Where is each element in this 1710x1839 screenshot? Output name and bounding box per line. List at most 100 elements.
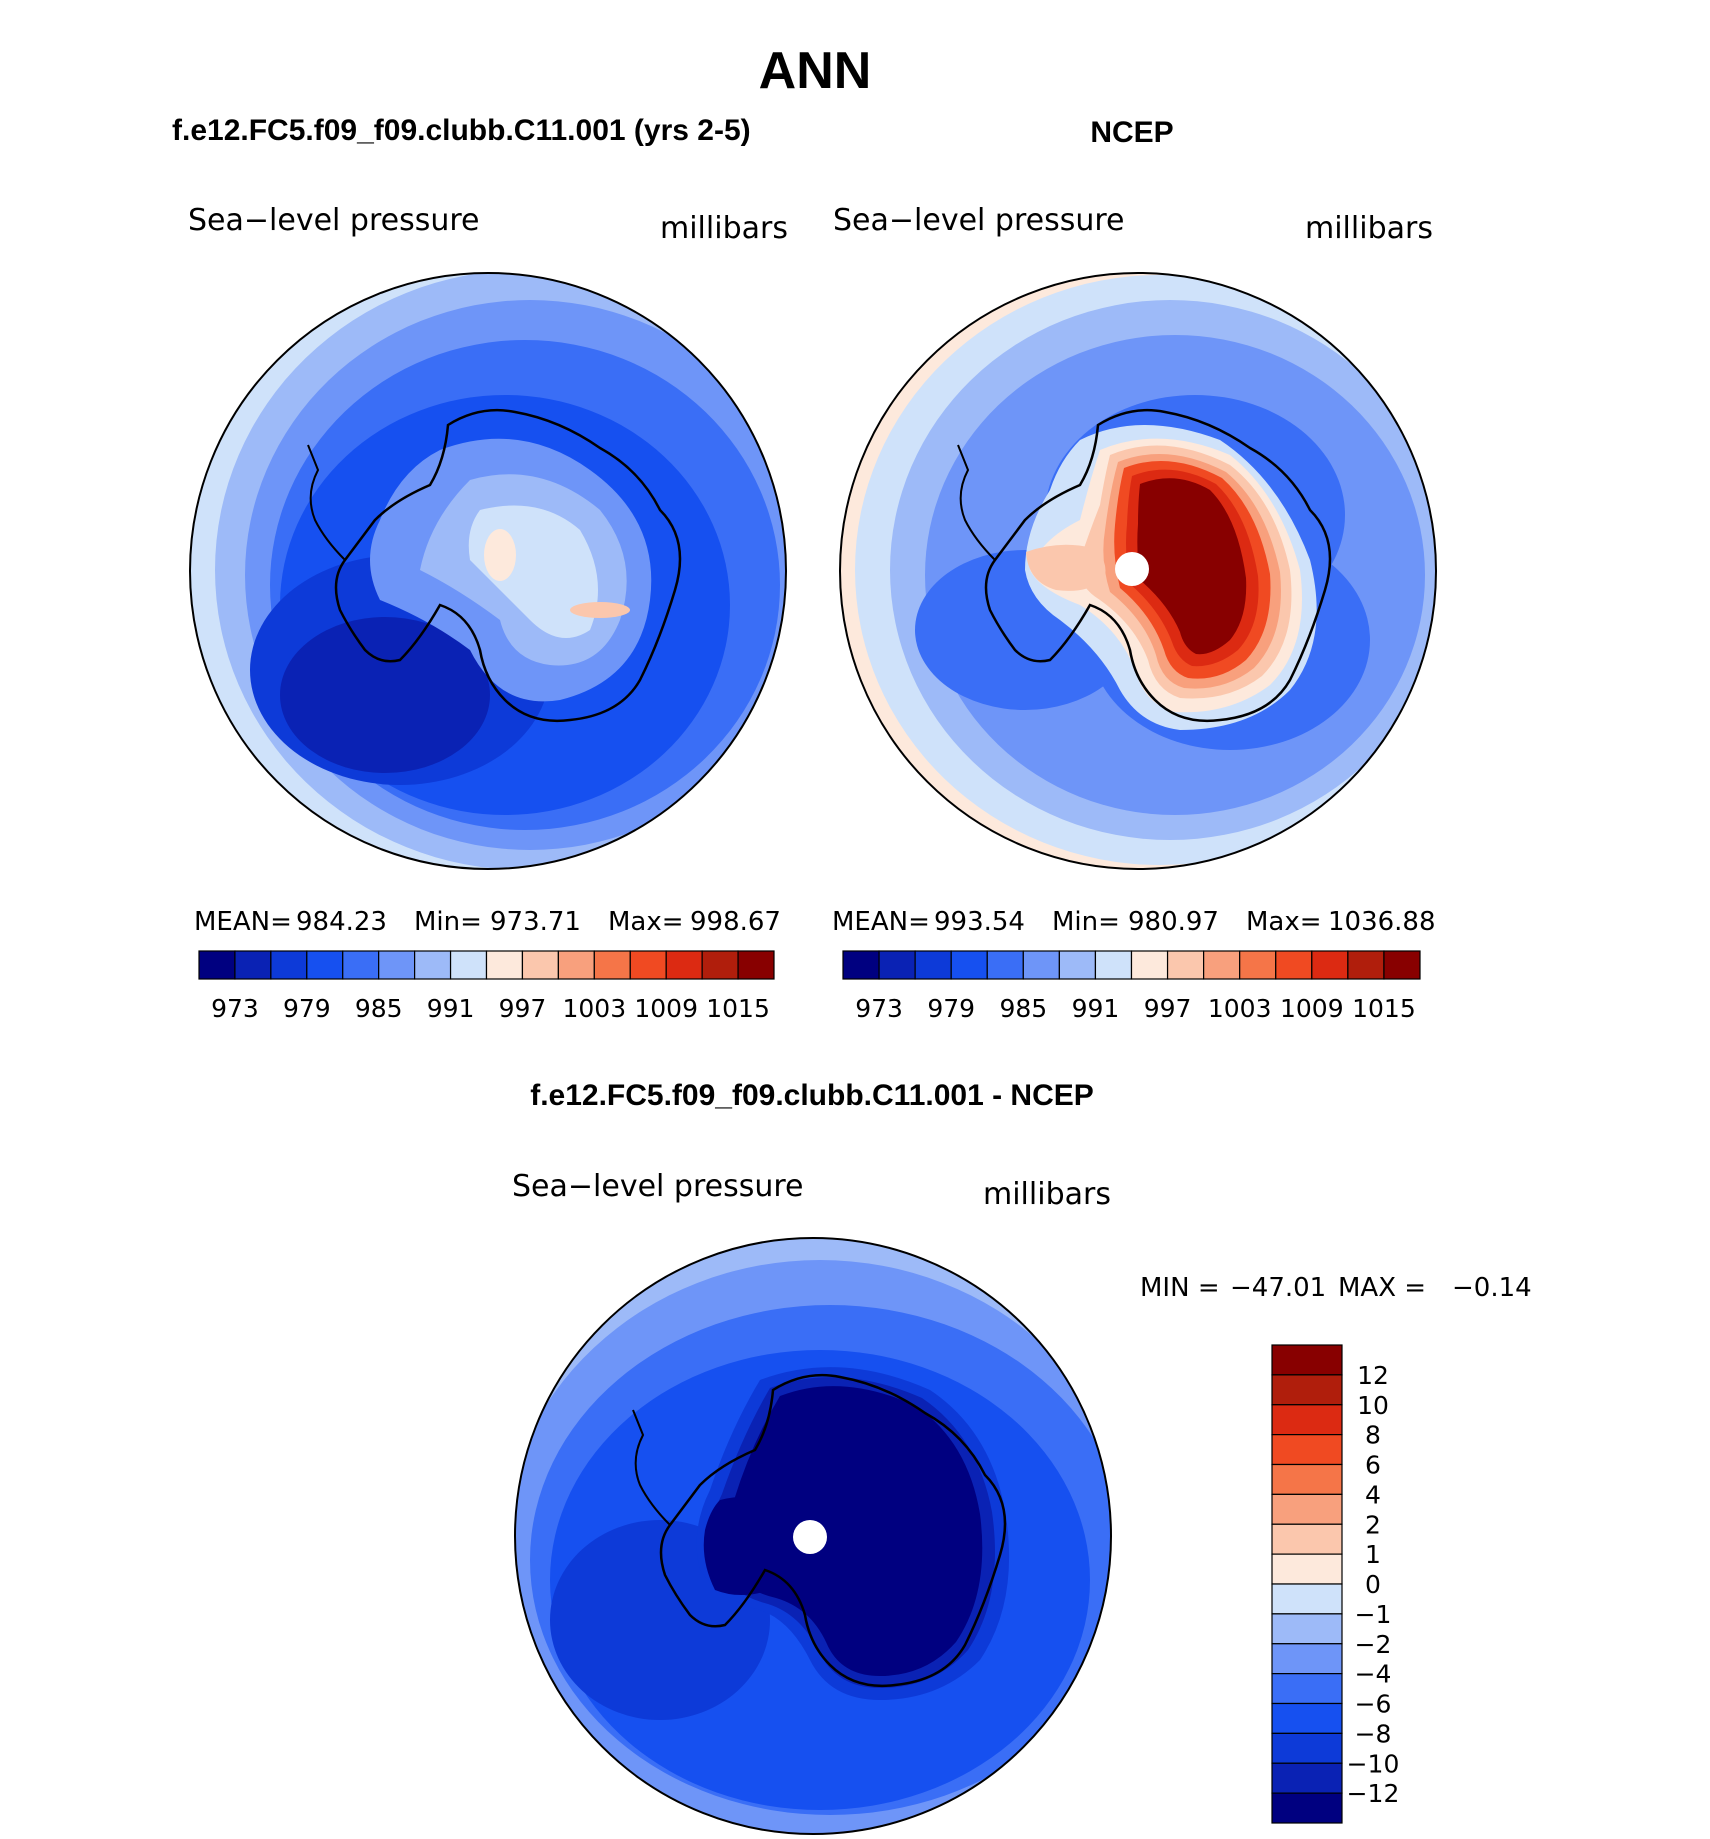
diff-map-border [514,1237,1112,1835]
colorbar-tick-label: 985 [355,994,403,1023]
model-field-high-2 [570,602,630,618]
colorbar-swatch [1271,1404,1343,1436]
colorbar-swatch [1271,1732,1343,1764]
diff-field-low-core-ext [703,1496,793,1595]
colorbar-tick-label: 12 [1357,1361,1389,1390]
colorbar-tick-label: 997 [499,994,547,1023]
model-max-value: 998.67 [690,907,781,937]
colorbar-tick-label: 985 [999,994,1047,1023]
colorbar-tick-label: 10 [1357,1391,1389,1420]
colorbar-swatch [1271,1493,1343,1525]
colorbar-swatch [1271,1463,1343,1495]
model-coastline [334,408,682,722]
colorbar-swatch [1275,950,1313,980]
model-mean-value: 984.23 [296,907,387,937]
diff-coastline [659,1373,1007,1687]
panel-obs-map [840,273,1436,869]
model-peninsula [307,444,346,561]
obs-map-border [839,272,1437,870]
panel-diff-title: f.e12.FC5.f09_f09.clubb.C11.001 - NCEP [530,1079,1094,1112]
colorbar-swatch [986,950,1024,980]
colorbar-swatch [1271,1344,1343,1376]
colorbar-swatch [1130,950,1169,980]
obs-colorbar-labels: 973 979 985 991 997 1003 1009 1015 [855,994,1416,1023]
panel-obs-title: NCEP [1090,116,1173,149]
colorbar-swatch [1311,950,1349,980]
model-min-value: 973.71 [490,907,581,937]
panel-model: f.e12.FC5.f09_f09.clubb.C11.001 (yrs 2-5… [172,114,788,1023]
colorbar-swatch [414,950,452,980]
colorbar-swatch [449,950,488,980]
colorbar-tick-label: 991 [427,994,475,1023]
colorbar-swatch [198,950,236,980]
colorbar-swatch [1058,950,1097,980]
colorbar-swatch [1271,1643,1343,1675]
diff-max-value: −0.14 [1452,1273,1532,1303]
colorbar-swatch [521,950,559,980]
colorbar-swatch [485,950,524,980]
panel-model-map [190,273,786,869]
model-field-low-2 [280,617,490,773]
diff-colorbar [1271,1344,1343,1824]
colorbar-tick-label: 0 [1365,1570,1381,1599]
colorbar-swatch [1271,1673,1343,1705]
page-title: ANN [759,42,872,100]
obs-max-value: 1036.88 [1328,907,1436,937]
model-map-border [189,272,787,870]
colorbar-tick-label: 973 [211,994,259,1023]
colorbar-swatch [1271,1553,1343,1585]
colorbar-swatch [1271,1523,1343,1555]
obs-peninsula [957,444,996,561]
colorbar-tick-label: 6 [1365,1451,1381,1480]
colorbar-tick-label: 8 [1365,1421,1381,1450]
diff-max-label: MAX = [1338,1273,1426,1303]
colorbar-swatch [701,950,739,980]
colorbar-tick-label: −10 [1347,1749,1400,1778]
colorbar-swatch [1239,950,1277,980]
diff-min-value: −47.01 [1230,1273,1326,1303]
colorbar-swatch [914,950,952,980]
panel-diff-map [515,1238,1111,1834]
colorbar-tick-label: 979 [927,994,975,1023]
colorbar-swatch [270,950,308,980]
model-colorbar [198,950,775,980]
colorbar-swatch [1203,950,1241,980]
colorbar-swatch [1271,1762,1343,1794]
colorbar-tick-label: 1 [1365,1540,1381,1569]
colorbar-swatch [1271,1374,1343,1406]
obs-colorbar [842,950,1421,980]
obs-field-high-core [1137,478,1247,655]
obs-min-value: 980.97 [1128,907,1219,937]
colorbar-tick-label: −8 [1355,1719,1392,1748]
diff-peninsula [632,1409,671,1526]
colorbar-swatch [306,950,344,980]
panel-model-title: f.e12.FC5.f09_f09.clubb.C11.001 (yrs 2-5… [172,114,751,147]
colorbar-swatch [1094,950,1133,980]
colorbar-tick-label: −2 [1355,1630,1392,1659]
colorbar-swatch [234,950,272,980]
colorbar-swatch [1022,950,1060,980]
colorbar-swatch [557,950,595,980]
panel-diff-units: millibars [983,1177,1111,1212]
model-min-label: Min= [414,907,482,937]
colorbar-tick-label: 1003 [1208,994,1272,1023]
obs-coastline [984,408,1332,722]
colorbar-tick-label: 979 [283,994,331,1023]
diff-field-low-core [723,1386,983,1676]
colorbar-swatch [1271,1613,1343,1645]
colorbar-swatch [842,950,880,980]
obs-min-label: Min= [1052,907,1120,937]
colorbar-tick-label: 997 [1144,994,1192,1023]
colorbar-swatch [342,950,380,980]
obs-field-ridge [1026,544,1106,591]
panel-model-variable: Sea−level pressure [188,203,479,238]
colorbar-swatch [629,950,667,980]
obs-mean-label: MEAN= [832,907,930,937]
colorbar-tick-label: 991 [1072,994,1120,1023]
model-field-high-1 [484,529,516,581]
colorbar-tick-label: −12 [1347,1779,1400,1808]
colorbar-tick-label: 1009 [634,994,698,1023]
